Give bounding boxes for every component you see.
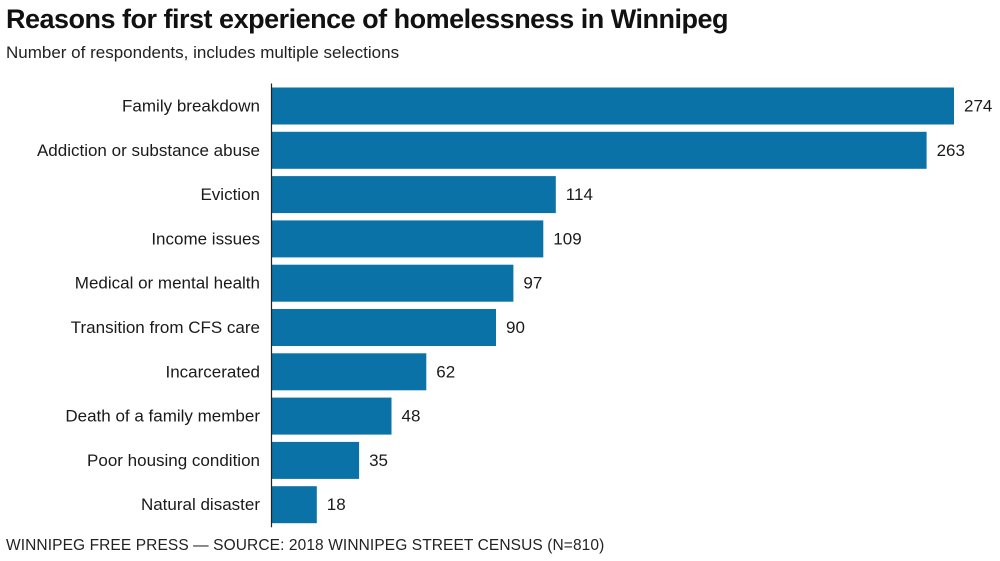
category-label-transition-from-cfs-care: Transition from CFS care — [71, 318, 260, 337]
chart-title: Reasons for first experience of homeless… — [6, 4, 728, 34]
bar-incarcerated — [272, 353, 427, 391]
bar-addiction-or-substance-abuse — [272, 131, 927, 169]
value-label-transition-from-cfs-care: 90 — [506, 318, 525, 337]
category-label-death-of-a-family-member: Death of a family member — [65, 407, 260, 426]
bar-family-breakdown — [272, 87, 954, 125]
category-label-family-breakdown: Family breakdown — [122, 97, 260, 116]
category-label-medical-or-mental-health: Medical or mental health — [75, 274, 260, 293]
bar-medical-or-mental-health — [272, 264, 514, 302]
category-label-income-issues: Income issues — [151, 229, 260, 248]
bar-transition-from-cfs-care — [272, 309, 496, 346]
bars — [272, 87, 954, 524]
value-label-medical-or-mental-health: 97 — [523, 274, 542, 293]
chart-subtitle: Number of respondents, includes multiple… — [6, 43, 400, 62]
bar-income-issues — [272, 220, 544, 258]
value-label-natural-disaster: 18 — [327, 495, 346, 514]
value-labels: 274 263 114 109 97 90 62 48 35 18 — [327, 97, 993, 515]
value-label-incarcerated: 62 — [436, 362, 455, 381]
bar-death-of-a-family-member — [272, 397, 392, 435]
value-label-eviction: 114 — [566, 185, 593, 204]
category-label-poor-housing-condition: Poor housing condition — [87, 451, 260, 470]
category-label-addiction-or-substance-abuse: Addiction or substance abuse — [37, 141, 260, 160]
value-label-death-of-a-family-member: 48 — [402, 407, 421, 426]
bar-natural-disaster — [272, 486, 317, 524]
bar-eviction — [272, 176, 556, 214]
source-credit: WINNIPEG FREE PRESS — SOURCE: 2018 WINNI… — [6, 537, 605, 554]
value-label-poor-housing-condition: 35 — [369, 451, 388, 470]
bar-poor-housing-condition — [272, 441, 360, 479]
category-labels: Family breakdown Addiction or substance a… — [37, 97, 260, 515]
category-label-eviction: Eviction — [200, 185, 260, 204]
category-label-natural-disaster: Natural disaster — [141, 495, 260, 514]
value-label-addiction-or-substance-abuse: 263 — [937, 141, 965, 160]
category-label-incarcerated: Incarcerated — [166, 362, 261, 381]
bar-chart: Family breakdown Addiction or substance a… — [37, 83, 993, 528]
value-label-income-issues: 109 — [553, 229, 581, 248]
value-label-family-breakdown: 274 — [964, 97, 992, 116]
